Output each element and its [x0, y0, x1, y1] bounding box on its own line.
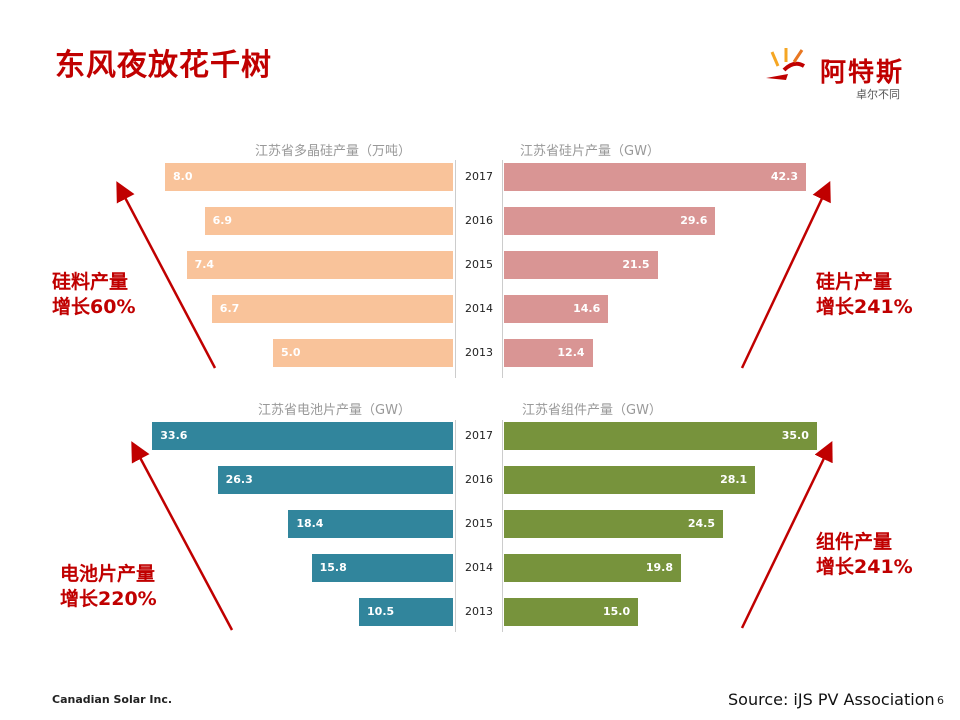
footer-company: Canadian Solar Inc.: [52, 693, 173, 706]
axis-line: [455, 160, 456, 378]
bar-wafer-2014: 14.6: [504, 295, 609, 323]
data-label: 15.8: [319, 561, 347, 574]
year-label: 2015: [465, 517, 493, 530]
bar-wafer-2015: 21.5: [504, 251, 658, 279]
bar-wafer-2017: 42.3: [504, 163, 807, 191]
bar-cell-2017: 33.6: [152, 422, 453, 450]
growth-note-wafer: 硅片产量 增长241%: [816, 271, 913, 318]
chart-title-cell: 江苏省电池片产量（GW）: [258, 403, 411, 418]
year-label: 2016: [465, 214, 493, 227]
bar-module-2017: 35.0: [504, 422, 817, 450]
data-label: 35.0: [781, 429, 809, 442]
bar-polysilicon-2015: 7.4: [186, 251, 453, 279]
data-label: 15.0: [602, 605, 631, 618]
logo-slogan: 卓尔不同: [856, 88, 900, 101]
bar-module-2014: 19.8: [504, 554, 681, 582]
data-label: 8.0: [173, 170, 193, 183]
data-label: 19.8: [645, 561, 673, 574]
bar-polysilicon-2016: 6.9: [204, 207, 453, 235]
slide-title: 东风夜放花千树: [55, 48, 272, 83]
data-label: 18.4: [296, 517, 324, 530]
bar-cell-2013: 10.5: [359, 598, 453, 626]
year-label: 2014: [465, 561, 493, 574]
data-label: 6.9: [212, 214, 233, 227]
year-label: 2013: [465, 346, 493, 359]
page-number: 6: [937, 694, 944, 707]
bar-cell-2016: 26.3: [217, 466, 453, 494]
footer-source: Source: iJS PV Association: [728, 690, 935, 709]
logo-text: 阿特斯: [820, 58, 905, 88]
data-label: 7.4: [194, 258, 215, 271]
bar-wafer-2016: 29.6: [504, 207, 716, 235]
data-label: 28.1: [720, 473, 748, 486]
year-label: 2017: [465, 170, 493, 183]
data-label: 5.0: [281, 346, 301, 359]
sun-logo-icon: [766, 48, 806, 80]
bar-module-2015: 24.5: [504, 510, 724, 538]
arrow-icon: [116, 181, 217, 369]
chart-title-wafer: 江苏省硅片产量（GW）: [520, 144, 660, 159]
arrow-icon: [740, 440, 833, 629]
arrow-icon: [740, 180, 831, 369]
year-label: 2015: [465, 258, 493, 271]
data-label: 6.7: [219, 302, 240, 315]
year-label: 2013: [465, 605, 493, 618]
chart-title-polysilicon: 江苏省多晶硅产量（万吨）: [255, 144, 412, 159]
data-label: 26.3: [225, 473, 253, 486]
axis-line: [502, 160, 503, 378]
data-label: 21.5: [622, 258, 650, 271]
bar-cell-2015: 18.4: [288, 510, 453, 538]
bar-wafer-2013: 12.4: [504, 339, 593, 367]
data-label: 42.3: [770, 170, 799, 183]
bar-polysilicon-2017: 8.0: [165, 163, 453, 191]
growth-note-polysilicon: 硅料产量 增长60%: [52, 271, 136, 318]
bar-cell-2014: 15.8: [311, 554, 453, 582]
arrow-icon: [131, 441, 234, 631]
year-label: 2017: [465, 429, 493, 442]
data-label: 14.6: [573, 302, 601, 315]
data-label: 33.6: [160, 429, 188, 442]
data-label: 24.5: [687, 517, 716, 530]
bar-module-2016: 28.1: [504, 466, 756, 494]
growth-note-cell: 电池片产量 增长220%: [60, 563, 157, 610]
growth-note-module: 组件产量 增长241%: [816, 531, 913, 578]
year-label: 2016: [465, 473, 493, 486]
data-label: 29.6: [680, 214, 708, 227]
bar-polysilicon-2013: 5.0: [273, 339, 453, 367]
axis-line: [455, 420, 456, 632]
data-label: 10.5: [367, 605, 395, 618]
axis-line: [502, 420, 503, 632]
data-label: 12.4: [557, 346, 585, 359]
bar-module-2013: 15.0: [504, 598, 639, 626]
chart-title-module: 江苏省组件产量（GW）: [522, 403, 662, 418]
year-label: 2014: [465, 302, 493, 315]
bar-polysilicon-2014: 6.7: [211, 295, 453, 323]
